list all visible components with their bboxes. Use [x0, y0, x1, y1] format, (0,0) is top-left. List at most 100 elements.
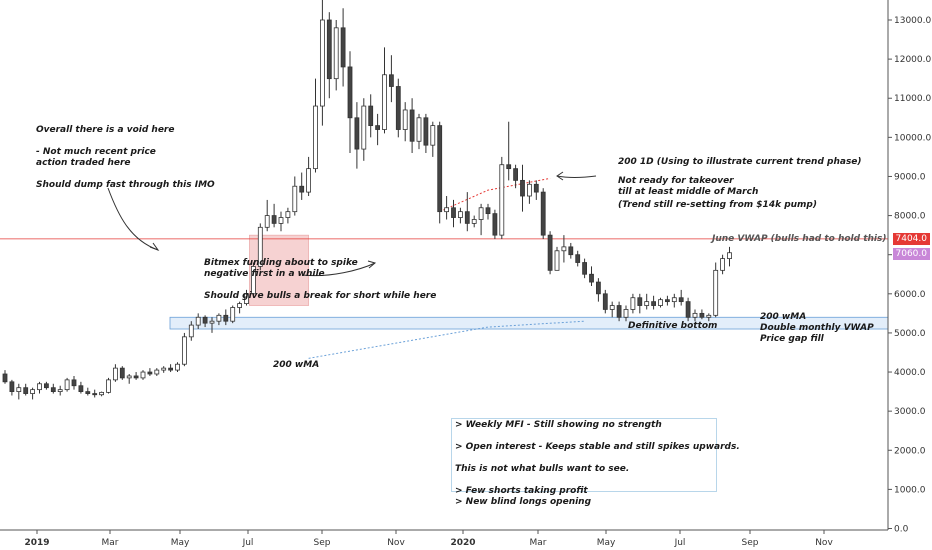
candle-body [457, 211, 463, 218]
candle-body [644, 301, 650, 306]
candle-body [306, 168, 312, 193]
candle-body [651, 301, 656, 306]
bitmex-note: Bitmex funding about to spike negative f… [204, 258, 437, 301]
candle-body [9, 381, 15, 392]
x-tick-label: Sep [314, 538, 331, 548]
candle-body [244, 293, 249, 304]
candle-body [30, 389, 36, 394]
candle-body [471, 219, 477, 224]
candle-body [582, 262, 587, 275]
mfi-note: > Weekly MFI - Still showing no strength… [455, 420, 740, 507]
candle-body [444, 207, 450, 213]
trend-note-reset: (Trend still re-setting from $14k pump) [618, 200, 817, 210]
bitmex-arrow [301, 262, 376, 277]
candle-body [44, 383, 49, 389]
candle-body [547, 234, 553, 271]
candle-body [678, 297, 684, 303]
candle-body [292, 185, 298, 213]
june-vwap-label: June VWAP (bulls had to hold this) [712, 234, 887, 244]
candle-body [596, 281, 601, 295]
x-tick-label: May [171, 538, 190, 548]
x-tick-label: Mar [530, 538, 547, 548]
candle-body [658, 299, 663, 306]
candle-body [554, 250, 560, 271]
void-note: Overall there is a void here - Not much … [36, 125, 215, 190]
candle-body [616, 305, 622, 318]
y-tick-label: 2000.0 [894, 446, 926, 456]
candle-body [451, 207, 456, 218]
candle-body [478, 207, 484, 220]
x-tick-label: Nov [815, 538, 833, 548]
vwap-price-tag: 7404.0 [892, 233, 930, 245]
candle-body [50, 387, 56, 392]
candle-body [92, 393, 98, 396]
candle-body [520, 179, 525, 197]
candle-body [464, 211, 470, 224]
candle-body [409, 109, 415, 142]
void-arrow-head [149, 242, 160, 252]
candle-body [223, 314, 229, 322]
candle-body [264, 215, 270, 228]
candle-body [126, 375, 132, 379]
trend-note-title: 200 1D (Using to illustrate current tren… [618, 157, 862, 167]
candle-body [140, 371, 146, 379]
candle-body [313, 105, 318, 170]
candles [2, 0, 732, 400]
candle-body [181, 336, 187, 365]
candle-body [23, 387, 29, 394]
candle-body [402, 109, 408, 130]
x-tick-label: Jul [242, 538, 254, 548]
candle-body [37, 383, 42, 391]
candle-body [326, 19, 332, 80]
candle-body [527, 183, 532, 197]
candle-body [533, 183, 539, 193]
y-tick-label: 6000.0 [894, 290, 926, 300]
candle-body [361, 105, 367, 150]
candle-body [154, 369, 160, 375]
candle-body [568, 246, 574, 256]
trend-arrow-head [556, 171, 564, 181]
candle-body [299, 185, 305, 193]
candle-body [161, 367, 167, 371]
bitmex-arrow-head [367, 260, 377, 269]
wma-label: 200 wMA [273, 360, 320, 370]
y-tick-label: 0.0 [894, 525, 909, 535]
candle-body [16, 387, 22, 392]
x-tick-label: 2019 [24, 538, 49, 548]
y-tick-label: 13000.0 [894, 16, 931, 26]
candle-body [250, 266, 256, 295]
x-tick-label: Mar [102, 538, 119, 548]
y-tick-label: 5000.0 [894, 329, 926, 339]
candle-body [319, 19, 325, 107]
candle-body [416, 117, 422, 142]
annotation-arrows [107, 171, 597, 277]
candle-body [147, 371, 153, 375]
definitive-bottom-label: Definitive bottom [628, 321, 718, 331]
mfi-box [451, 418, 717, 492]
confluence-label: 200 wMA Double monthly VWAP Price gap fi… [760, 312, 874, 344]
candle-body [85, 391, 91, 394]
y-tick-label: 11000.0 [894, 94, 931, 104]
x-tick-label: Sep [742, 538, 759, 548]
candle-body [699, 312, 705, 318]
candle-body [589, 273, 594, 283]
ma-200d-line [439, 177, 551, 213]
candle-body [630, 297, 636, 310]
candle-body [347, 66, 353, 119]
candle-body [685, 301, 691, 318]
moving-averages [308, 177, 585, 359]
candle-body [485, 207, 491, 215]
candle-body [106, 379, 111, 393]
y-tick-label: 10000.0 [894, 133, 931, 143]
y-tick-label: 8000.0 [894, 212, 926, 222]
x-tick-label: Nov [387, 538, 405, 548]
candle-body [375, 125, 381, 130]
y-tick-label: 9000.0 [894, 172, 926, 182]
candle-body [423, 117, 429, 146]
candle-body [113, 367, 118, 381]
ma-200w-line [308, 320, 585, 359]
candle-body [216, 314, 222, 322]
candle-body [257, 226, 263, 267]
